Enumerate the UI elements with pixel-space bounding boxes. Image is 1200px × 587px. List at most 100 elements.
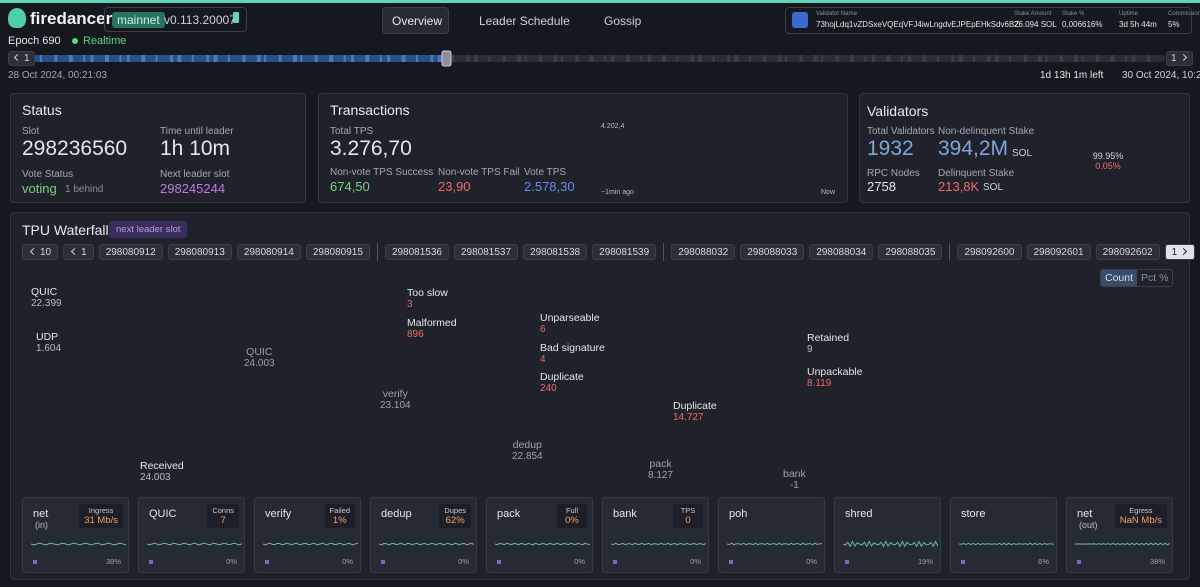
timeline-slot [727,55,730,62]
tile: poh 0% [718,497,825,573]
validator-field-label: Commission [1168,11,1200,17]
node-label: Malformed [407,317,457,329]
tile-name: net [1077,508,1093,520]
timeline-slot [343,55,346,62]
node-label: QUIC [246,346,273,358]
success-tps: 674,50 [330,179,370,194]
fwd-1[interactable]: 1 [1164,244,1196,260]
slot-button[interactable]: 298088035 [878,244,943,260]
timeline-slot [40,55,42,62]
timeline-slot [864,55,867,62]
slot-button[interactable]: 298080915 [305,244,370,260]
sparkline [843,540,938,548]
toggle-pct[interactable]: Pct % [1141,272,1169,284]
chevron-right [1180,247,1188,256]
node-value: 8.119 [807,378,832,389]
sparkline [959,542,1054,546]
node-label: verify [382,388,408,400]
tile: net (in) Ingress 31 Mb/s 38% [22,497,129,573]
slot-button[interactable]: 298081536 [384,244,449,260]
timeline-slot [119,55,122,62]
timeline-slot [430,55,434,62]
tile-sparkline [727,542,822,546]
node-label: pack [649,458,672,470]
tile-sparkline [31,542,126,546]
network-box [104,7,247,32]
slot-button[interactable]: 298080913 [167,244,232,260]
sparkline [379,542,474,546]
slot-button[interactable]: 298081539 [592,244,657,260]
timeline-handle[interactable] [441,50,452,67]
nav-overview[interactable]: Overview [392,14,443,28]
tile-name: pack [497,508,521,520]
slot-button[interactable]: 298092601 [1026,244,1091,260]
slot-button[interactable]: 298092602 [1095,244,1160,260]
stake: 394,2M [938,137,1009,160]
delinquent-stake: 213,8K [938,179,980,194]
node-value: 24.003 [244,358,275,369]
sparkline [263,542,358,546]
tile-pct: 0% [226,557,237,566]
slot-button[interactable]: 298081538 [523,244,588,260]
timeline-slot [676,55,679,62]
slot-button[interactable]: 298092600 [957,244,1022,260]
tile-metric-value: 0 [685,515,691,526]
slot-button[interactable]: 298080912 [98,244,163,260]
nav-leader-schedule[interactable]: Leader Schedule [479,14,570,28]
validator-field-value: 26.094 SOL [1014,20,1057,29]
slot-button[interactable]: 298088033 [740,244,805,260]
node-value: 4 [540,354,546,365]
version: v0.113.20007 [164,13,236,27]
timeline-leader-slots [40,55,1151,62]
plug-icon [233,12,239,23]
sparkline [31,542,126,546]
sankey-node: Unparseable 6 [540,313,600,336]
epoch-end: 30 Oct 2024, 10:25:51 [1122,70,1200,81]
slot-button[interactable]: 298080914 [236,244,301,260]
toggle-count[interactable]: Count [1101,270,1138,286]
node-value: 22.854 [512,451,543,462]
timeline-slot [900,55,903,62]
timeline-slot [452,55,455,62]
nav-active-bg [382,7,449,34]
nav-gossip[interactable]: Gossip [604,14,642,28]
timeline-slot [1074,55,1079,62]
sankey-node: dedup 22.854 [512,440,543,463]
tile-name: poh [729,508,748,520]
epoch-next[interactable]: 1 [1166,51,1193,66]
tile-sparkline [379,542,474,546]
timeline-slot [466,55,470,62]
tile-metric-label: Failed [329,506,350,515]
tile-indicator [265,560,269,564]
slot-button[interactable]: 298081537 [454,244,519,260]
slot-button[interactable]: 298088034 [809,244,874,260]
timeline-slot [474,55,478,62]
node-value: 6 [540,324,546,335]
sankey-node: Retained 9 [807,333,849,356]
stake-label: Non-delinquent Stake [938,126,1035,137]
chevron-right [1179,53,1187,62]
slot-button[interactable]: 298088032 [671,244,736,260]
success-label: Non-vote TPS Success [330,167,434,178]
realtime[interactable]: Realtime [83,35,127,47]
tile-metric-value: 31 Mb/s [84,515,118,526]
realtime-dot [72,38,78,44]
tile-pct: 6% [1038,557,1049,566]
back-1[interactable]: 1 [63,244,94,260]
leader-label: Time until leader [160,126,234,137]
tile-metric: Ingress 31 Mb/s [79,504,123,528]
timeline-slot [777,55,782,62]
total-tps: 3.276,70 [330,137,412,160]
back-10[interactable]: 10 [22,244,59,260]
epoch-prev[interactable]: 1 [8,51,35,66]
fail-label: Non-vote TPS Fail [438,167,520,178]
tile-metric-value: 0% [565,515,579,526]
timeline-slot [256,55,261,62]
tile-name: QUIC [149,508,177,520]
timeline-slot [329,55,334,62]
tile-name: bank [613,508,637,520]
timeline-slot [821,55,824,62]
validator-icon [792,12,808,28]
timeline-slot [228,55,230,62]
timeline-slot [524,55,527,62]
